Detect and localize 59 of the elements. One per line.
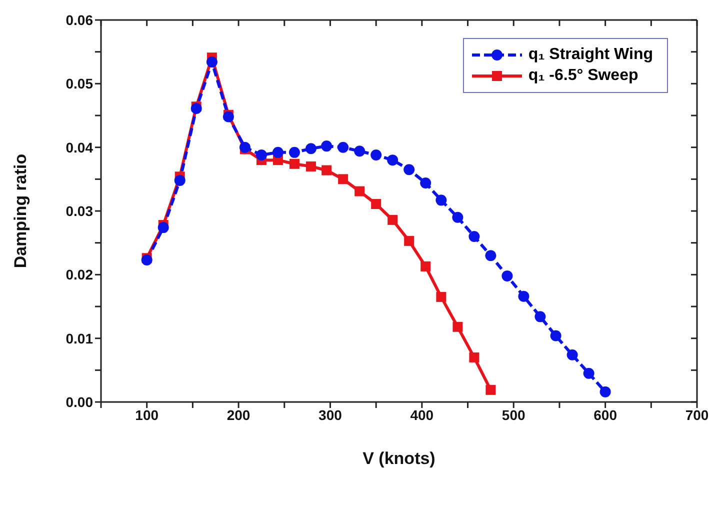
x-tick-label: 200 (226, 406, 250, 423)
point (158, 222, 169, 234)
point (239, 142, 250, 153)
point (174, 174, 186, 186)
y-axis-title: Damping ratio (11, 154, 30, 268)
point (502, 270, 513, 282)
x-tick-label: 700 (685, 406, 709, 423)
x-tick-label: 600 (594, 406, 618, 423)
y-tick-label: 0.04 (66, 139, 94, 156)
point (518, 290, 530, 302)
point (387, 154, 398, 166)
point (288, 146, 300, 158)
point (272, 146, 284, 158)
point (321, 140, 332, 152)
point (371, 198, 382, 209)
point (370, 149, 382, 160)
point (306, 161, 316, 172)
x-tick-label: 100 (135, 406, 159, 423)
point (404, 236, 414, 246)
point (222, 111, 234, 122)
point (354, 186, 365, 196)
point (583, 368, 594, 379)
point (322, 165, 332, 176)
point (469, 352, 480, 362)
point (338, 142, 349, 153)
point (436, 292, 446, 302)
point (420, 177, 432, 188)
point (289, 158, 300, 169)
legend-label: q₁ Straight Wing (528, 46, 653, 64)
point (485, 250, 496, 262)
point (566, 349, 578, 360)
x-tick-label: 300 (318, 406, 342, 423)
point (550, 330, 562, 342)
y-tick-label: 0.05 (66, 76, 94, 92)
point (600, 386, 611, 398)
point (305, 143, 316, 154)
point (486, 384, 496, 395)
legend-label: q₁ -6.5° Sweep (528, 67, 638, 85)
y-tick-label: 0.01 (66, 330, 94, 346)
point (354, 146, 366, 157)
point (468, 230, 480, 242)
y-tick-label: 0.03 (66, 202, 94, 219)
point (452, 322, 463, 332)
point (404, 164, 415, 176)
x-axis-title: V (knots) (362, 449, 436, 468)
point (388, 214, 398, 225)
point (141, 254, 152, 266)
x-tick-label: 400 (410, 406, 434, 423)
point (338, 174, 348, 184)
y-tick-label: 0.06 (66, 12, 94, 28)
point (256, 149, 267, 160)
x-tick-label: 500 (502, 406, 526, 423)
point (420, 261, 431, 272)
point (452, 212, 464, 223)
point (436, 194, 447, 206)
point (206, 56, 218, 68)
point (534, 311, 546, 322)
y-tick-label: 0.00 (66, 394, 94, 410)
y-tick-label: 0.02 (66, 266, 94, 283)
